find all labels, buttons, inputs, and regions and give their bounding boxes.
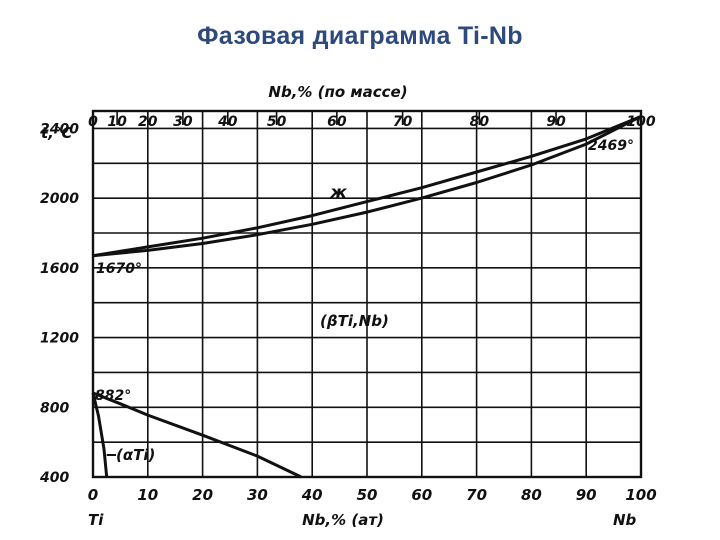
alpha-solvus-line <box>91 392 109 478</box>
nb-element-label: Nb <box>613 511 637 529</box>
bottom-tick-label: 80 <box>521 486 542 504</box>
bottom-tick-label: 0 <box>88 486 98 504</box>
liquidus-line <box>92 115 642 258</box>
bottom-tick-label: 50 <box>357 486 378 504</box>
ti-melting-point-label: 1670° <box>96 261 142 277</box>
phase-boundaries <box>91 115 642 479</box>
beta-transus-line <box>92 391 302 479</box>
alpha-region-label: (αTi) <box>116 446 155 464</box>
solidus-line <box>92 115 642 258</box>
slide-title: Фазовая диаграмма Ti-Nb <box>197 22 523 50</box>
bottom-tick-label: 90 <box>576 486 597 504</box>
top-axis-title: Nb,% (по массе) <box>268 83 407 101</box>
plot-frame <box>91 109 643 479</box>
beta-region-label: (βTi,Nb) <box>320 312 389 330</box>
phase-diagram: 0 10 20 30 40 50 60 70 80 90 100 2400 2000 1600 1200 8… <box>38 80 668 530</box>
nb-melting-point-label: 2469° <box>588 138 634 154</box>
ti-element-label: Ti <box>88 511 104 529</box>
left-axis-ticks: 2400 2000 1600 1200 800 400 <box>39 121 79 486</box>
left-tick-label: 400 <box>39 470 69 486</box>
bottom-tick-label: 100 <box>625 486 656 504</box>
diagram-background <box>38 80 668 530</box>
left-tick-label: 800 <box>40 400 69 416</box>
bottom-axis-title: Nb,% (ат) <box>302 511 384 529</box>
liquid-region-label: ж <box>329 183 348 203</box>
bottom-tick-label: 70 <box>466 486 487 504</box>
left-tick-label: 1600 <box>40 261 79 277</box>
bottom-tick-label: 40 <box>301 486 323 504</box>
bottom-tick-label: 30 <box>247 486 268 504</box>
bottom-tick-label: 60 <box>411 486 432 504</box>
left-axis-title: t,°C <box>41 124 72 142</box>
bottom-tick-label: 20 <box>192 486 213 504</box>
left-tick-label: 2000 <box>40 191 79 207</box>
left-tick-label: 2400 <box>40 121 79 137</box>
bottom-tick-label: 10 <box>137 486 158 504</box>
left-tick-label: 1200 <box>40 331 79 347</box>
ti-transition-label: 882° <box>95 388 131 404</box>
bottom-axis-ticks: 0 10 20 30 40 50 60 70 80 90 100 <box>88 486 657 504</box>
